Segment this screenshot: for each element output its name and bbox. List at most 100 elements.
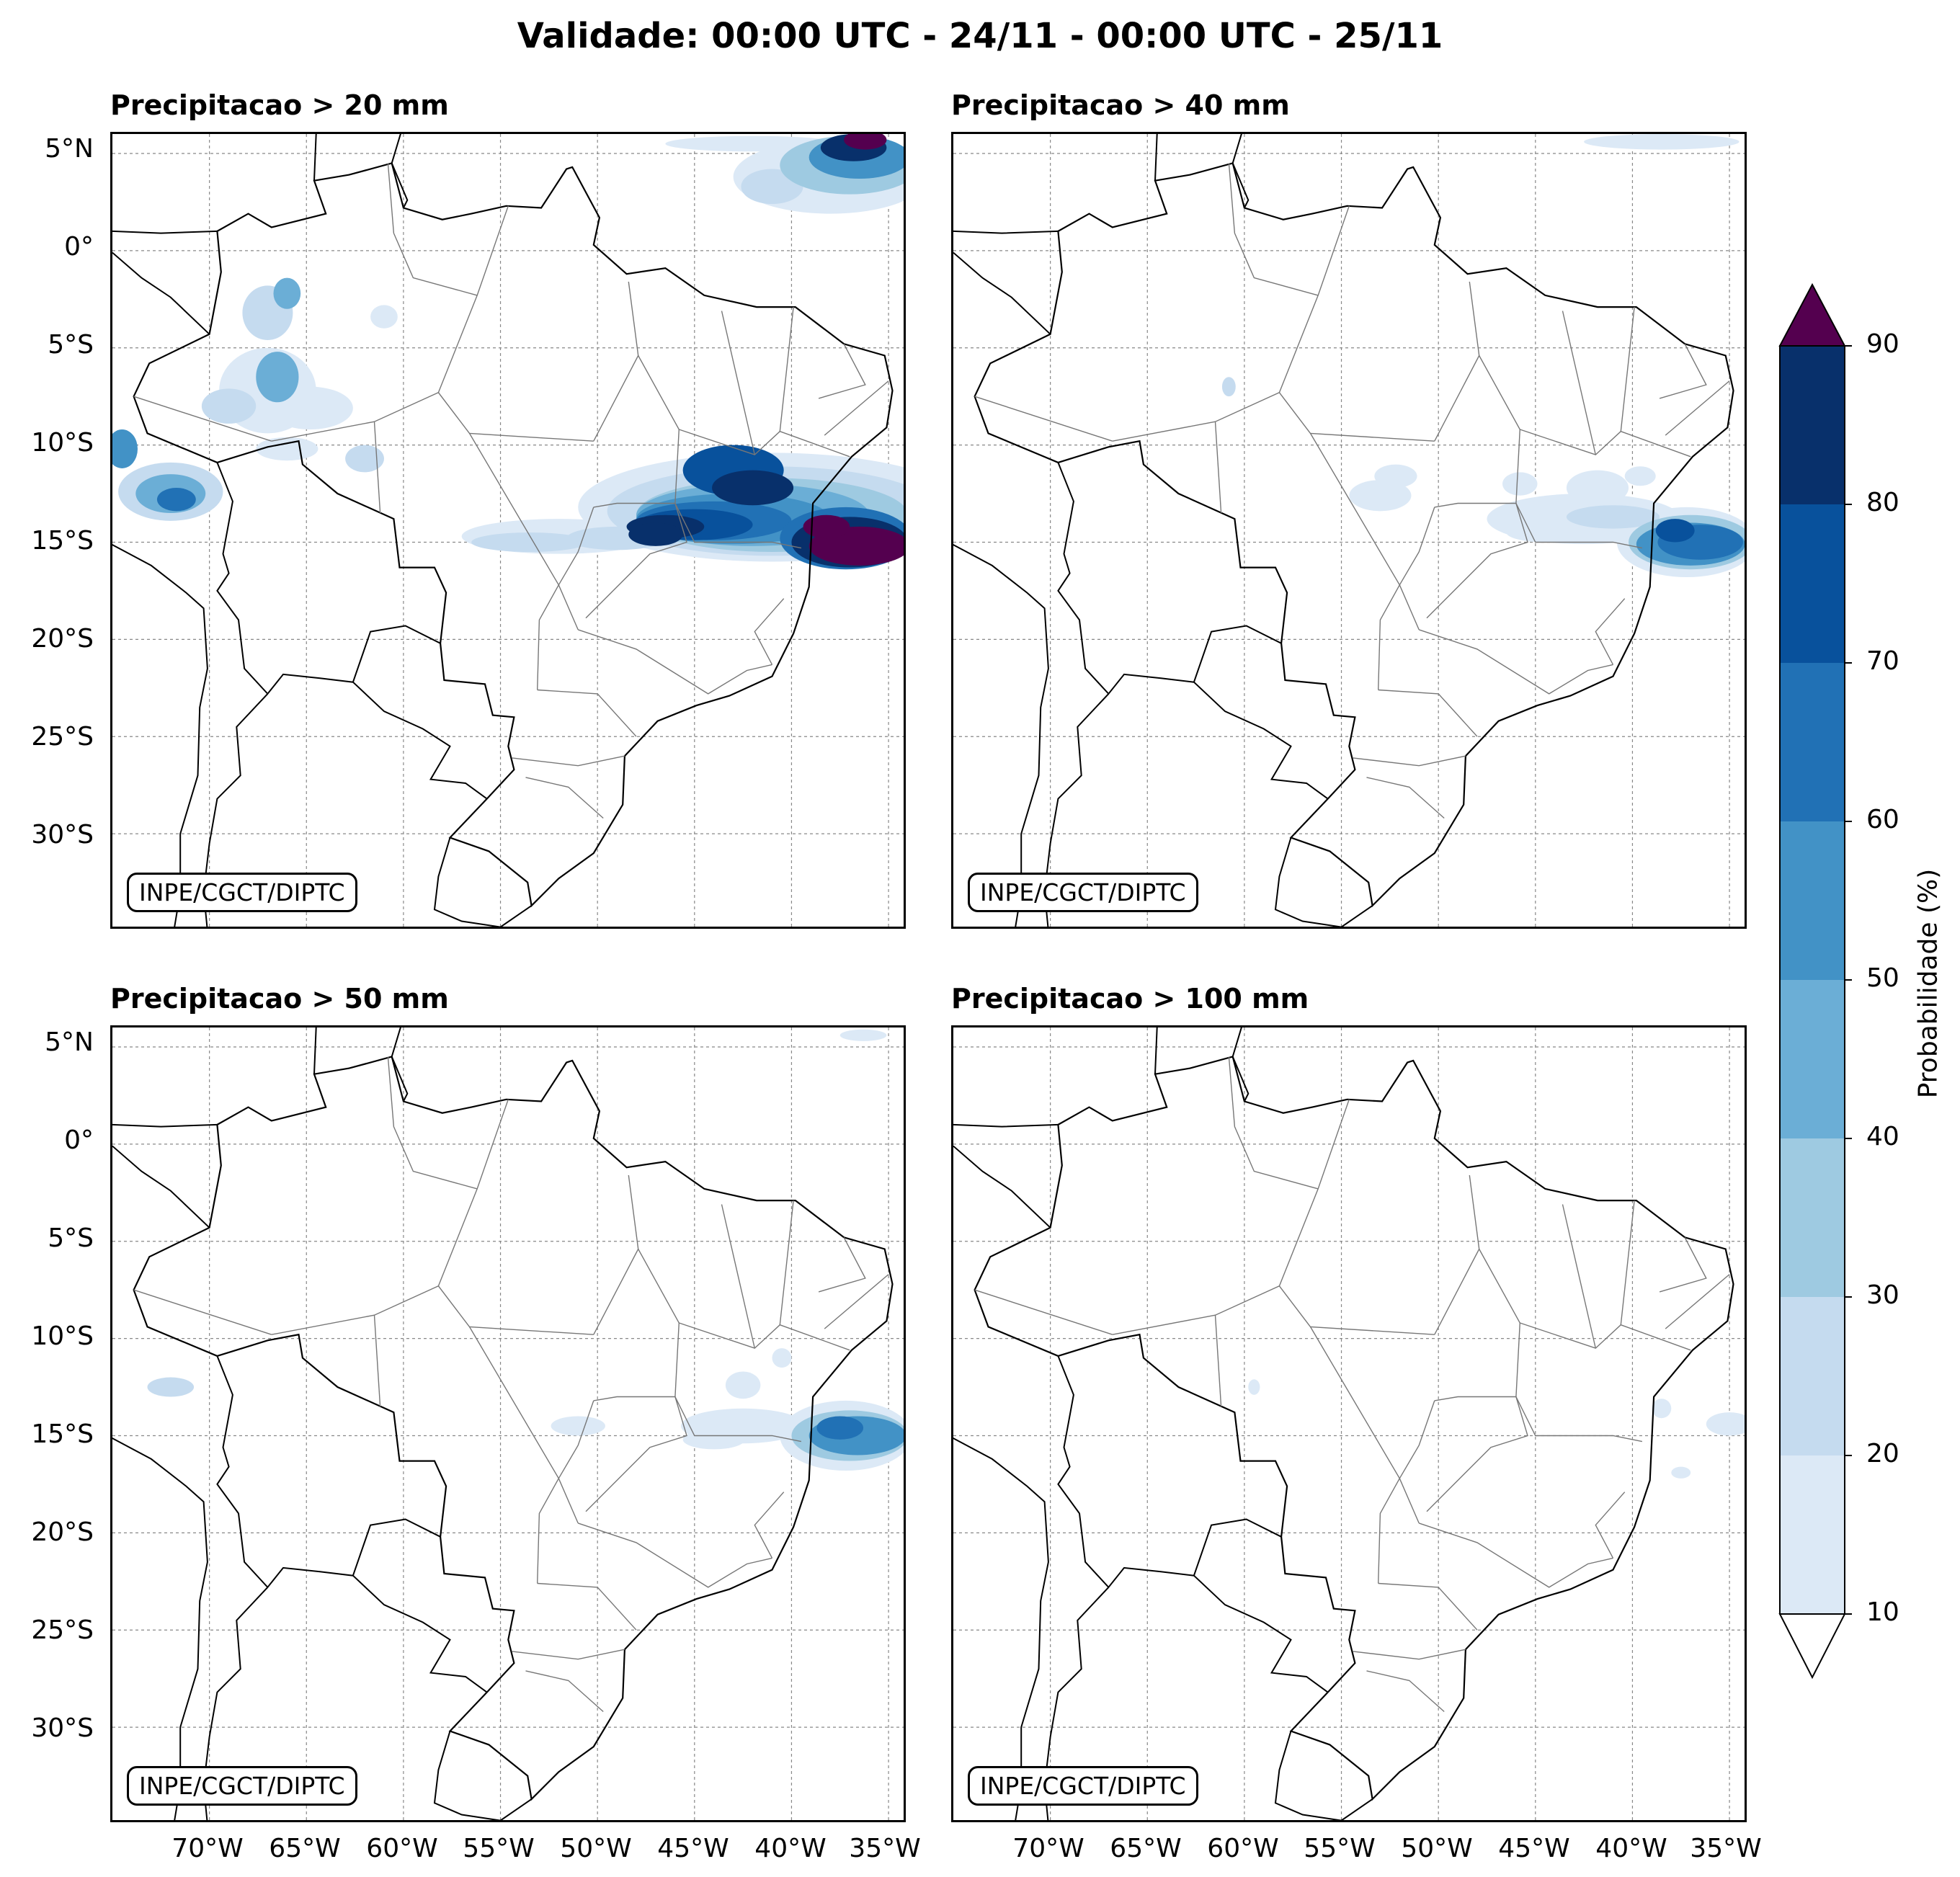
state-border	[674, 503, 802, 549]
state-border	[1366, 777, 1445, 819]
country-border	[313, 134, 317, 181]
state-border	[1278, 1099, 1350, 1287]
lon-label: 70°W	[172, 1834, 244, 1863]
probability-area	[345, 445, 384, 473]
colorbar-segment	[1780, 980, 1845, 1138]
colorbar-segment	[1780, 1455, 1845, 1614]
state-border	[537, 1478, 559, 1584]
colorbar-tick: 60	[1866, 805, 1899, 834]
country-border	[1231, 1027, 1250, 1102]
state-border	[1418, 1522, 1613, 1588]
lon-label: 65°W	[1110, 1834, 1182, 1863]
panel-title-40mm: Precipitacao > 40 mm	[951, 89, 1290, 121]
country-border	[1193, 1518, 1282, 1577]
probability-area	[1374, 464, 1417, 488]
colorbar-segment	[1780, 1138, 1845, 1297]
panel-title-20mm: Precipitacao > 20 mm	[110, 89, 449, 121]
state-border	[1562, 311, 1596, 455]
state-border	[1378, 689, 1478, 737]
lat-label: 15°S	[31, 1419, 94, 1449]
probability-area	[256, 352, 299, 403]
country-border	[352, 625, 441, 683]
colorbar-segment	[1780, 1297, 1845, 1455]
state-border	[824, 380, 889, 436]
state-border	[1278, 205, 1350, 393]
country-border	[112, 1123, 218, 1128]
state-border	[593, 1174, 639, 1335]
country-border	[953, 1123, 1059, 1128]
country-border	[112, 543, 208, 927]
probability-area	[112, 429, 138, 468]
country-border	[112, 1437, 208, 1820]
state-border	[577, 1522, 772, 1588]
state-border	[679, 429, 850, 458]
country-border	[433, 1731, 533, 1820]
lon-label: 70°W	[1012, 1834, 1084, 1863]
state-border	[437, 205, 509, 393]
country-border	[112, 251, 210, 335]
state-border	[754, 1492, 785, 1559]
map-panel-40mm: INPE/CGCT/DIPTC	[951, 132, 1747, 929]
lon-label: 40°W	[754, 1834, 827, 1863]
probability-area	[1506, 522, 1585, 543]
state-border	[1378, 1582, 1478, 1631]
colorbar-tick: 90	[1866, 329, 1899, 359]
probability-area	[551, 1416, 605, 1436]
colorbar-tick: 10	[1866, 1597, 1899, 1627]
probability-area	[1584, 134, 1740, 150]
state-border	[1399, 507, 1435, 586]
probability-area	[682, 1430, 745, 1450]
country-border	[1274, 837, 1373, 927]
country-border	[313, 1027, 317, 1074]
lat-label: 10°S	[31, 428, 94, 458]
probability-area	[803, 514, 850, 539]
lon-label: 65°W	[269, 1834, 341, 1863]
state-border	[1228, 163, 1319, 296]
lat-label: 20°S	[31, 624, 94, 654]
state-border	[1562, 1204, 1596, 1349]
probability-area	[1221, 377, 1236, 397]
lat-label: 20°S	[31, 1517, 94, 1547]
map-panel-50mm: INPE/CGCT/DIPTC	[110, 1025, 906, 1822]
colorbar-tick: 40	[1866, 1122, 1899, 1151]
state-border	[1434, 1249, 1521, 1401]
state-border	[558, 1400, 594, 1479]
lat-label: 30°S	[31, 1713, 94, 1743]
lon-label: 55°W	[1304, 1834, 1376, 1863]
state-border	[437, 1099, 509, 1287]
map-50mm	[112, 1027, 904, 1820]
country-border	[216, 1355, 488, 1693]
country-border	[1057, 462, 1329, 800]
probability-area	[1248, 1379, 1260, 1395]
credit-box: INPE/CGCT/DIPTC	[968, 873, 1198, 912]
state-border	[674, 1396, 802, 1443]
state-border	[387, 1056, 478, 1190]
colorbar-label: Probabilidade (%)	[1913, 868, 1943, 1099]
state-border	[1620, 1200, 1635, 1325]
state-border	[525, 1670, 604, 1713]
probability-area	[147, 1377, 195, 1397]
lon-label: 45°W	[657, 1834, 729, 1863]
state-border	[373, 1315, 381, 1407]
brazil-border	[133, 1056, 894, 1801]
state-border	[1520, 1322, 1691, 1351]
probability-area	[1706, 1412, 1745, 1436]
state-border	[387, 163, 478, 296]
state-border	[558, 507, 594, 586]
probability-area	[1652, 1399, 1672, 1419]
state-border	[1112, 1285, 1435, 1335]
state-border	[974, 1289, 1113, 1335]
state-border	[1665, 380, 1730, 436]
lon-label: 50°W	[560, 1834, 632, 1863]
brazil-border	[133, 162, 894, 908]
country-border	[391, 1027, 409, 1102]
lat-label: 5°N	[45, 134, 94, 164]
panel-title-50mm: Precipitacao > 50 mm	[110, 983, 449, 1015]
state-border	[754, 598, 785, 665]
state-border	[974, 396, 1113, 442]
brazil-border	[974, 162, 1734, 908]
state-border	[1659, 1236, 1707, 1293]
colorbar-tick: 30	[1866, 1280, 1899, 1310]
country-border	[1057, 1355, 1329, 1693]
lat-label: 25°S	[31, 1615, 94, 1645]
